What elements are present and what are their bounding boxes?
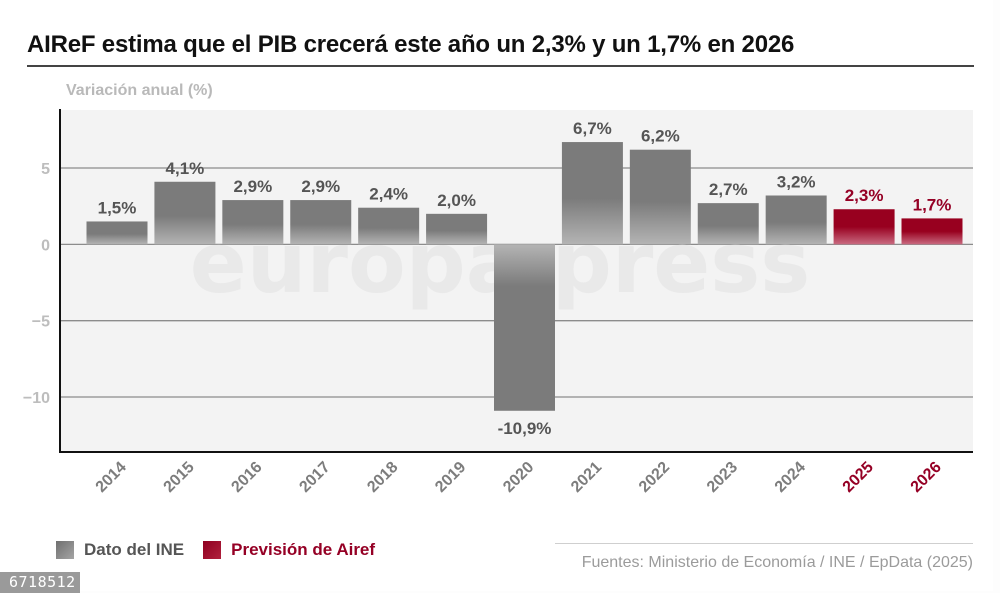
y-tick-label: 0: [41, 237, 50, 254]
source-note: Fuentes: Ministerio de Economía / INE / …: [581, 554, 973, 571]
x-tick-label: 2025: [840, 459, 877, 496]
legend-item-airef: Previsión de Airef: [203, 540, 375, 560]
title-divider: [27, 65, 974, 67]
x-tick-label: 2018: [364, 459, 401, 496]
y-tick-label: 5: [41, 161, 50, 178]
y-axis-label: Variación anual (%): [66, 82, 213, 99]
x-tick-label: 2015: [161, 459, 198, 496]
chart-title: AIReF estima que el PIB crecerá este año…: [27, 31, 795, 58]
legend-swatch-ine: [56, 541, 74, 559]
x-tick-label: 2022: [636, 459, 673, 496]
bars: [86, 142, 963, 411]
bar-2017: [290, 200, 352, 245]
x-tick-label: 2023: [704, 459, 741, 496]
bar-2021: [561, 142, 623, 245]
bar-value-label: 2,3%: [845, 186, 884, 205]
bar-2025: [833, 209, 895, 245]
x-tick-label: 2020: [500, 459, 537, 496]
bar-value-label: 2,4%: [369, 185, 408, 204]
legend: Dato del INE Previsión de Airef: [56, 540, 394, 560]
y-tick-labels: 5 0 −5 −10: [23, 161, 50, 407]
legend-item-ine: Dato del INE: [56, 540, 184, 560]
bar-value-label: 6,2%: [641, 127, 680, 146]
y-tick-label: −10: [23, 390, 50, 407]
bar-value-label: 2,9%: [233, 177, 272, 196]
bar-value-label: 3,2%: [777, 173, 816, 192]
source-divider: [555, 543, 973, 544]
bar-2024: [765, 195, 827, 245]
bar-2026: [901, 218, 963, 245]
bar-value-label: 6,7%: [573, 119, 612, 138]
legend-label-airef: Previsión de Airef: [231, 540, 376, 559]
bar-value-labels: 1,5% 4,1% 2,9% 2,9% 2,4% 2,0% -10,9% 6,7% 6,2% 2,…: [98, 119, 952, 438]
image-id-badge: 6718512: [0, 572, 80, 593]
bar-2018: [358, 207, 420, 245]
y-tick-label: −5: [32, 314, 50, 331]
bar-2015: [154, 181, 216, 245]
bar-2014: [86, 221, 148, 245]
bar-value-label: 2,9%: [301, 177, 340, 196]
bar-2023: [697, 203, 759, 245]
x-tick-label: 2016: [228, 459, 265, 496]
bar-2016: [222, 200, 284, 245]
x-tick-labels: 2014 2015 2016 2017 2018 2019 2020 2021 2022 2023…: [93, 459, 945, 496]
bar-value-label: 2,0%: [437, 191, 476, 210]
x-tick-label: 2019: [432, 459, 469, 496]
bar-2022: [629, 149, 691, 245]
bar-value-label: 1,5%: [98, 198, 137, 217]
bar-value-label: 2,7%: [709, 180, 748, 199]
bar-value-label: 4,1%: [166, 159, 205, 178]
x-tick-label: 2021: [568, 459, 605, 496]
bar-2019: [426, 213, 488, 245]
x-tick-label: 2024: [772, 459, 809, 496]
bar-value-label: 1,7%: [913, 195, 952, 214]
bar-value-label: -10,9%: [498, 419, 552, 438]
x-tick-label: 2017: [296, 459, 333, 496]
x-tick-label: 2014: [93, 459, 130, 496]
bar-2020: [494, 244, 555, 411]
x-tick-label: 2026: [908, 459, 945, 496]
legend-label-ine: Dato del INE: [84, 540, 185, 559]
legend-swatch-airef: [203, 541, 222, 559]
